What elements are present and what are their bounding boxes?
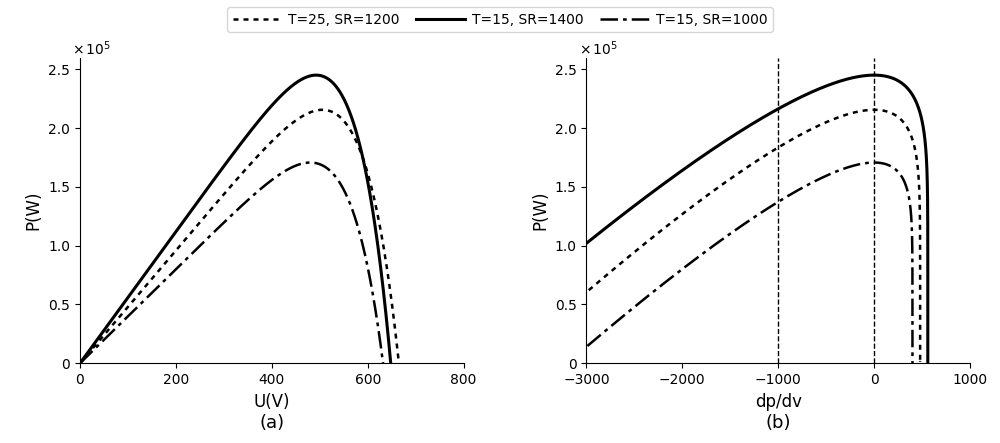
Y-axis label: P(W): P(W) [25,190,43,230]
X-axis label: dp/dv: dp/dv [755,392,802,411]
X-axis label: U(V): U(V) [254,392,290,411]
Title: (b): (b) [765,414,791,432]
Title: (a): (a) [259,414,284,432]
Legend: T=25, SR=1200, T=15, SR=1400, T=15, SR=1000: T=25, SR=1200, T=15, SR=1400, T=15, SR=1… [227,7,773,32]
Text: $\times\,10^5$: $\times\,10^5$ [72,39,111,58]
Y-axis label: P(W): P(W) [531,190,549,230]
Text: $\times\,10^5$: $\times\,10^5$ [579,39,618,58]
